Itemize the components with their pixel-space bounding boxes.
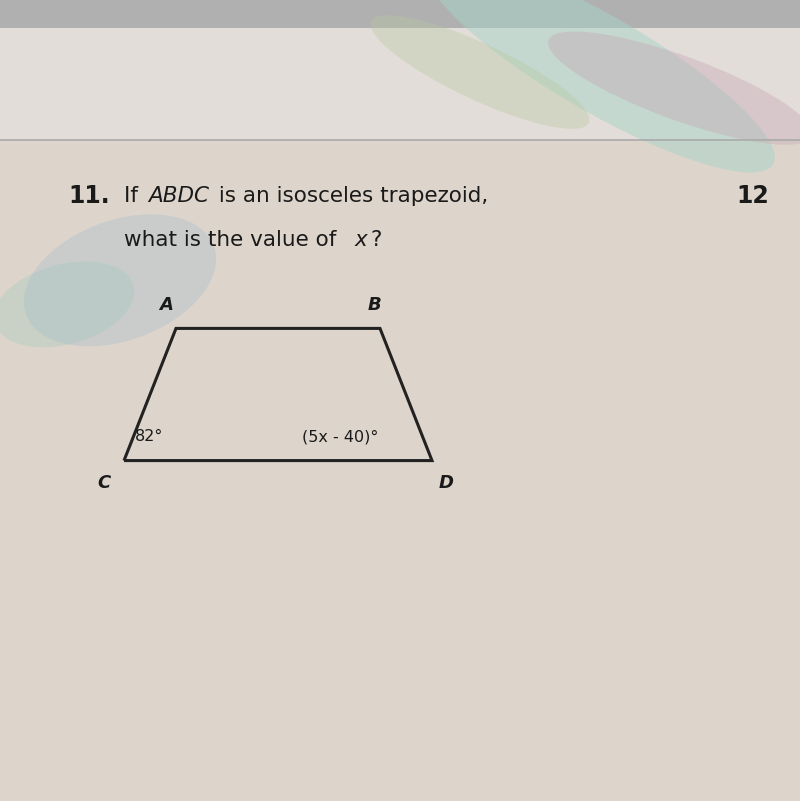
Text: ABDC: ABDC [148, 187, 209, 206]
Text: C: C [97, 474, 110, 492]
Bar [0, 0, 800, 28]
Text: (5x - 40)°: (5x - 40)° [302, 429, 378, 444]
Ellipse shape [24, 215, 216, 346]
Text: 11.: 11. [68, 184, 110, 208]
Ellipse shape [0, 261, 134, 348]
Text: x: x [354, 231, 367, 250]
Text: 82°: 82° [134, 429, 162, 444]
Text: what is the value of: what is the value of [124, 231, 343, 250]
Bar [0, 0, 800, 140]
Text: is an isosceles trapezoid,: is an isosceles trapezoid, [212, 187, 488, 206]
Text: ?: ? [370, 231, 382, 250]
Text: If: If [124, 187, 145, 206]
Ellipse shape [548, 31, 800, 145]
Ellipse shape [370, 15, 590, 129]
Text: 12: 12 [736, 184, 769, 208]
Text: A: A [159, 296, 174, 314]
Text: B: B [367, 296, 382, 314]
Text: D: D [438, 474, 454, 492]
Ellipse shape [425, 0, 775, 172]
